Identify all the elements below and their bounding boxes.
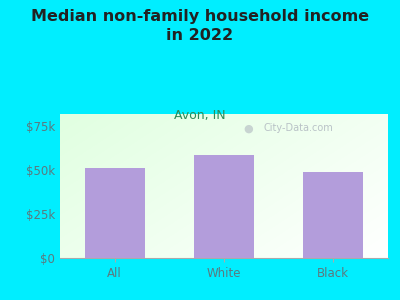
Bar xyxy=(85,168,145,258)
Text: Avon, IN: Avon, IN xyxy=(174,110,226,122)
Bar xyxy=(303,172,364,258)
Bar xyxy=(194,155,254,258)
Text: City-Data.com: City-Data.com xyxy=(263,123,333,134)
Text: Median non-family household income
in 2022: Median non-family household income in 20… xyxy=(31,9,369,43)
Text: ●: ● xyxy=(244,123,254,134)
